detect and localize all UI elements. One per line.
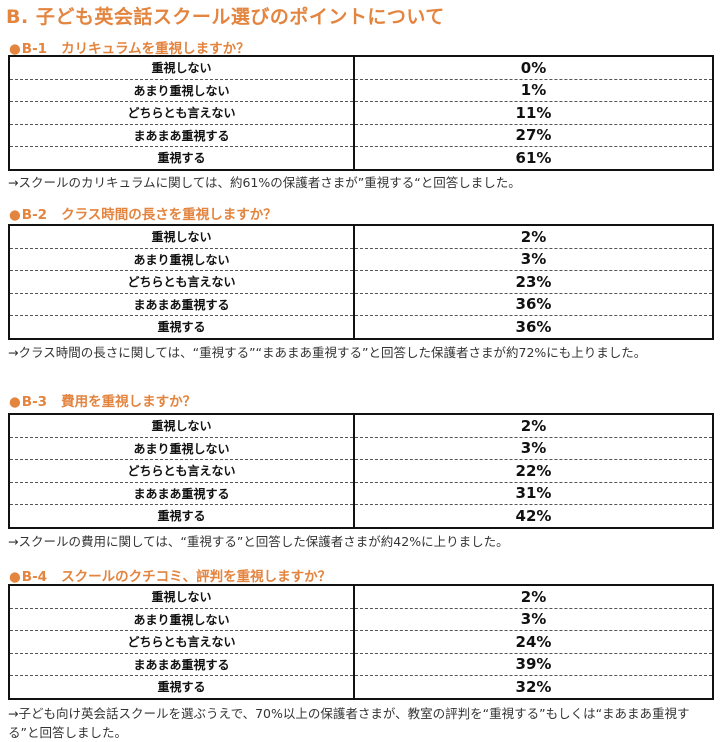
question-text: クラス時間の長さを重視しますか？ <box>61 207 277 223</box>
answer-label: 重視しない <box>9 56 355 80</box>
table-row: 重視する 36% <box>9 315 713 339</box>
answer-label: まあまあ重視する <box>9 124 355 147</box>
result-table: 重視しない 0% あまり重視しない 1% どちらとも言えない 11% まあまあ重視する… <box>8 55 714 171</box>
summary-note: →子ども向け英会話スクールを選ぶうえで、70%以上の保護者さまが、教室の評判を“… <box>8 706 690 740</box>
question-text: カリキュラムを重視しますか？ <box>61 41 250 57</box>
table-row: まあまあ重視する 36% <box>9 293 713 316</box>
bullet-icon: ● <box>9 569 21 585</box>
answer-label: どちらとも言えない <box>9 459 355 483</box>
table-row: まあまあ重視する 31% <box>9 482 713 505</box>
answer-percent: 3% <box>354 608 713 631</box>
result-table: 重視しない 2% あまり重視しない 3% どちらとも言えない 24% まあまあ重視する… <box>8 584 714 700</box>
table-row: 重視しない 2% <box>9 225 713 249</box>
table-row: どちらとも言えない 22% <box>9 459 713 483</box>
answer-percent: 23% <box>354 270 713 294</box>
answer-percent: 3% <box>354 437 713 460</box>
result-table: 重視しない 2% あまり重視しない 3% どちらとも言えない 23% まあまあ重視する… <box>8 224 714 340</box>
table-row: あまり重視しない 3% <box>9 248 713 271</box>
table-row: あまり重視しない 3% <box>9 437 713 460</box>
answer-percent: 32% <box>515 677 552 696</box>
answer-label: どちらとも言えない <box>9 630 355 654</box>
result-table: 重視しない 2% あまり重視しない 3% どちらとも言えない 22% まあまあ重視する… <box>8 413 714 529</box>
question-id: B-2 <box>21 207 48 223</box>
table-row: 重視しない 2% <box>9 585 713 609</box>
answer-percent: 2% <box>354 225 713 249</box>
answer-label: あまり重視しない <box>9 248 355 271</box>
question-text: スクールのクチコミ、評判を重視しますか？ <box>61 569 332 585</box>
answer-percent: 22% <box>354 459 713 483</box>
answer-percent: 1% <box>354 79 713 102</box>
summary-note: →スクールの費用に関しては、“重視する”と回答した保護者さまが約42%に上りまし… <box>8 534 509 549</box>
answer-label: あまり重視しない <box>9 437 355 460</box>
question-id: B-3 <box>21 394 48 410</box>
answer-percent: 0% <box>354 56 713 80</box>
summary-note: →クラス時間の長さに関しては、“重視する”“まあまあ重視する”と回答した保護者さ… <box>8 345 647 360</box>
answer-percent: 31% <box>354 482 713 505</box>
table-row: 重視する 61% <box>9 146 713 170</box>
answer-label: まあまあ重視する <box>9 653 355 676</box>
answer-percent: 3% <box>354 248 713 271</box>
table-row: 重視しない 0% <box>9 56 713 80</box>
table-row: あまり重視しない 1% <box>9 79 713 102</box>
answer-percent: 11% <box>354 101 713 125</box>
table-row: どちらとも言えない 11% <box>9 101 713 125</box>
table-row: 重視する 42% <box>9 504 713 528</box>
page-title: B. 子ども英会話スクール選びのポイントについて <box>6 6 445 28</box>
answer-percent: 36% <box>515 317 552 336</box>
answer-percent: 2% <box>354 585 713 609</box>
question-id: B-4 <box>21 569 48 585</box>
answer-label: 重視する <box>9 315 355 339</box>
question-heading: ●B-3 費用を重視しますか？ <box>9 390 196 410</box>
table-row: あまり重視しない 3% <box>9 608 713 631</box>
answer-label: 重視しない <box>9 225 355 249</box>
table-row: どちらとも言えない 23% <box>9 270 713 294</box>
bullet-icon: ● <box>9 394 21 410</box>
question-heading: ●B-1 カリキュラムを重視しますか？ <box>9 37 250 57</box>
answer-percent: 39% <box>354 653 713 676</box>
answer-label: 重視する <box>9 504 355 528</box>
bullet-icon: ● <box>9 41 21 57</box>
answer-label: まあまあ重視する <box>9 482 355 505</box>
answer-label: あまり重視しない <box>9 79 355 102</box>
question-id: B-1 <box>21 41 48 57</box>
answer-percent: 36% <box>354 293 713 316</box>
table-row: まあまあ重視する 39% <box>9 653 713 676</box>
answer-label: まあまあ重視する <box>9 293 355 316</box>
answer-label: あまり重視しない <box>9 608 355 631</box>
answer-label: どちらとも言えない <box>9 101 355 125</box>
answer-percent: 2% <box>354 414 713 438</box>
table-row: まあまあ重視する 27% <box>9 124 713 147</box>
answer-percent: 24% <box>354 630 713 654</box>
bullet-icon: ● <box>9 207 21 223</box>
answer-label: どちらとも言えない <box>9 270 355 294</box>
summary-note: →スクールのカリキュラムに関しては、約61%の保護者さまが”重視する“と回答しま… <box>8 175 521 190</box>
answer-label: 重視する <box>9 675 355 699</box>
answer-percent: 61% <box>515 148 552 167</box>
question-text: 費用を重視しますか？ <box>61 394 197 410</box>
answer-percent: 27% <box>354 124 713 147</box>
question-heading: ●B-2 クラス時間の長さを重視しますか？ <box>9 203 277 223</box>
table-row: 重視しない 2% <box>9 414 713 438</box>
answer-label: 重視する <box>9 146 355 170</box>
table-row: どちらとも言えない 24% <box>9 630 713 654</box>
table-row: 重視する 32% <box>9 675 713 699</box>
answer-label: 重視しない <box>9 585 355 609</box>
question-heading: ●B-4 スクールのクチコミ、評判を重視しますか？ <box>9 565 331 585</box>
answer-label: 重視しない <box>9 414 355 438</box>
answer-percent: 42% <box>515 506 552 525</box>
